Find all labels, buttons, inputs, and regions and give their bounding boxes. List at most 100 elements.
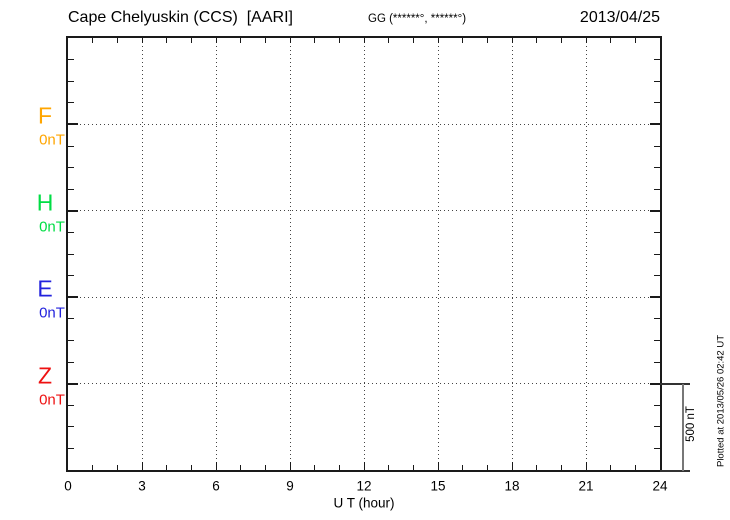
right-tick-mark xyxy=(654,231,660,233)
vertical-gridline xyxy=(141,38,143,470)
top-tick-mark xyxy=(116,38,118,43)
baseline-gridline xyxy=(68,210,660,212)
x-tick-label-24: 24 xyxy=(652,478,668,494)
left-tick-mark xyxy=(68,447,74,449)
left-tick-mark xyxy=(68,80,74,82)
bottom-tick-mark xyxy=(388,465,390,470)
right-tick-mark xyxy=(654,426,660,428)
top-tick-mark xyxy=(338,38,340,43)
right-tick-mark xyxy=(654,145,660,147)
right-tick-mark xyxy=(654,404,660,406)
bottom-tick-mark xyxy=(289,462,291,470)
series-label-E: E xyxy=(37,275,53,302)
series-label-H: H xyxy=(36,189,54,216)
top-tick-mark xyxy=(289,38,291,43)
right-tick-mark xyxy=(654,447,660,449)
bottom-tick-mark xyxy=(92,465,94,470)
station-title: Cape Chelyuskin (CCS) [AARI] xyxy=(68,9,293,26)
scale-bar-line xyxy=(682,384,684,471)
top-tick-mark xyxy=(536,38,538,43)
bottom-tick-mark xyxy=(215,462,217,470)
bottom-tick-mark xyxy=(240,465,242,470)
top-tick-mark xyxy=(363,38,365,43)
series-baseline-label-E: 0nT xyxy=(39,304,65,322)
x-tick-label-9: 9 xyxy=(286,478,294,494)
bottom-tick-mark xyxy=(314,465,316,470)
top-tick-mark xyxy=(585,38,587,43)
scale-bar-bottom-cap xyxy=(660,470,690,472)
left-tick-mark xyxy=(68,426,74,428)
vertical-gridline xyxy=(215,38,217,470)
vertical-gridline xyxy=(437,38,439,470)
left-tick-mark xyxy=(68,296,78,299)
top-tick-mark xyxy=(437,38,439,43)
right-tick-mark xyxy=(654,102,660,104)
x-tick-label-18: 18 xyxy=(504,478,520,494)
x-tick-label-15: 15 xyxy=(430,478,446,494)
bottom-tick-mark xyxy=(486,465,488,470)
bottom-tick-mark xyxy=(141,462,143,470)
right-tick-mark xyxy=(654,80,660,82)
right-tick-mark xyxy=(650,296,660,299)
left-tick-mark xyxy=(68,404,74,406)
top-tick-mark xyxy=(511,38,513,43)
x-tick-label-0: 0 xyxy=(64,478,72,494)
right-tick-mark xyxy=(654,253,660,255)
vertical-gridline xyxy=(585,38,587,470)
x-tick-label-12: 12 xyxy=(356,478,372,494)
gg-coordinates: GG (******°, ******°) xyxy=(368,13,467,25)
left-tick-mark xyxy=(68,102,74,104)
bottom-tick-mark xyxy=(412,465,414,470)
right-tick-mark xyxy=(650,382,660,385)
top-tick-mark xyxy=(388,38,390,43)
right-tick-mark xyxy=(654,167,660,169)
top-tick-mark xyxy=(166,38,168,43)
top-tick-mark xyxy=(92,38,94,43)
left-tick-mark xyxy=(68,275,74,277)
left-tick-mark xyxy=(68,145,74,147)
vertical-gridline xyxy=(289,38,291,470)
right-tick-mark xyxy=(654,188,660,190)
bottom-tick-mark xyxy=(536,465,538,470)
bottom-tick-mark xyxy=(116,465,118,470)
bottom-tick-mark xyxy=(560,465,562,470)
series-label-Z: Z xyxy=(37,362,53,389)
bottom-tick-mark xyxy=(437,462,439,470)
right-tick-mark xyxy=(650,123,660,126)
series-label-F: F xyxy=(37,102,53,129)
top-tick-mark xyxy=(141,38,143,43)
top-tick-mark xyxy=(264,38,266,43)
series-baseline-label-H: 0nT xyxy=(39,218,65,236)
top-tick-mark xyxy=(610,38,612,43)
right-tick-mark xyxy=(654,59,660,61)
top-tick-mark xyxy=(462,38,464,43)
top-tick-mark xyxy=(634,38,636,43)
x-tick-label-6: 6 xyxy=(212,478,220,494)
x-axis-title: U T (hour) xyxy=(333,495,395,511)
top-tick-mark xyxy=(314,38,316,43)
left-tick-mark xyxy=(68,167,74,169)
right-tick-mark xyxy=(650,209,660,212)
bottom-tick-mark xyxy=(264,465,266,470)
baseline-gridline xyxy=(68,383,660,385)
bottom-tick-mark xyxy=(585,462,587,470)
series-baseline-label-Z: 0nT xyxy=(39,391,65,409)
x-tick-label-3: 3 xyxy=(138,478,146,494)
bottom-tick-mark xyxy=(634,465,636,470)
top-tick-mark xyxy=(240,38,242,43)
top-tick-mark xyxy=(412,38,414,43)
baseline-gridline xyxy=(68,123,660,125)
right-tick-mark xyxy=(654,318,660,320)
vertical-gridline xyxy=(363,38,365,470)
left-tick-mark xyxy=(68,231,74,233)
left-tick-mark xyxy=(68,188,74,190)
bottom-tick-mark xyxy=(511,462,513,470)
plot-date: 2013/04/25 xyxy=(579,9,660,26)
scale-bar-top-cap xyxy=(660,383,690,385)
left-tick-mark xyxy=(68,339,74,341)
bottom-tick-mark xyxy=(363,462,365,470)
plotted-at-timestamp: Plotted at 2013/05/26 02:42 UT xyxy=(715,334,727,468)
baseline-gridline xyxy=(68,296,660,298)
bottom-tick-mark xyxy=(610,465,612,470)
